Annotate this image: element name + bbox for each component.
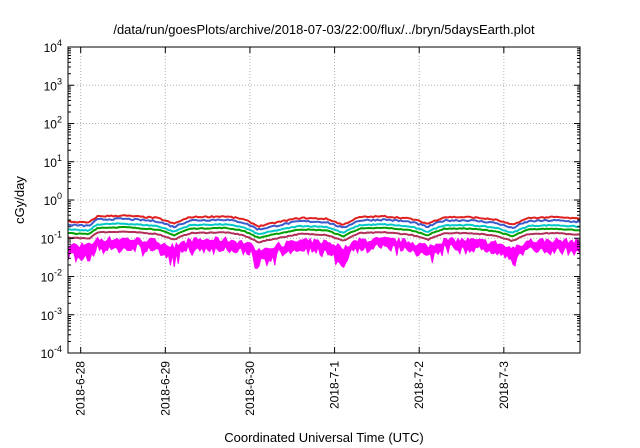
series-line-1 — [67, 230, 581, 244]
y-tick-label: 103 — [44, 76, 62, 93]
series-line-2 — [68, 225, 581, 239]
grid — [68, 47, 580, 353]
y-tick-label: 104 — [44, 38, 62, 55]
series-line-3 — [67, 222, 581, 236]
x-tick-label: 2018-7-1 — [328, 361, 342, 409]
x-tick-label: 2018-6-28 — [74, 361, 88, 416]
y-axis-label: cGy/day — [12, 176, 27, 224]
y-tick-label: 10-3 — [41, 306, 62, 323]
y-tick-label: 10-1 — [41, 229, 62, 246]
y-tick-label: 10-4 — [41, 344, 62, 361]
y-tick-label: 100 — [44, 191, 62, 208]
series-band-0 — [67, 235, 581, 270]
series-line-5 — [67, 214, 581, 229]
x-tick-label: 2018-7-2 — [412, 361, 426, 409]
y-tick-label: 101 — [44, 153, 62, 170]
tick-group: 10-4 10-3 10-2 10-1 100 101 102 103 104 2018-6-28… — [41, 38, 580, 416]
y-tick-label: 102 — [44, 115, 62, 132]
series-line-4 — [67, 217, 581, 231]
x-tick-label: 2018-6-29 — [158, 361, 172, 416]
x-axis-label: Coordinated Universal Time (UTC) — [224, 430, 423, 445]
chart-title: /data/run/goesPlots/archive/2018-07-03/2… — [113, 22, 535, 37]
y-tick-label: 10-2 — [41, 268, 62, 285]
x-tick-label: 2018-7-3 — [497, 361, 511, 409]
x-tick-label: 2018-6-30 — [243, 361, 257, 416]
series-group — [67, 214, 581, 270]
